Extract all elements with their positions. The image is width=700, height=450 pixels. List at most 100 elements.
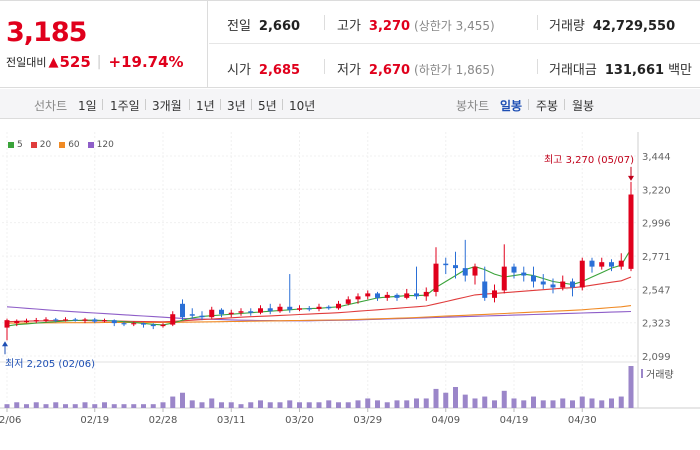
x-tick-label: 02/28 xyxy=(149,415,178,426)
candle-monthly[interactable]: 월봉 xyxy=(572,99,595,113)
stats-row-2: 시가 2,685 저가 2,670 (하한가 1,865) 거래대금 131,661 백만 xyxy=(209,45,700,88)
divider xyxy=(537,59,538,74)
volume-bar xyxy=(63,404,68,408)
stat-high: 고가 3,270 (상한가 3,455) xyxy=(337,19,495,34)
candle-body xyxy=(267,308,273,312)
candle-body xyxy=(24,320,29,323)
volume-bar xyxy=(384,402,390,408)
volume-bar xyxy=(336,402,341,408)
chart-canvas[interactable]: 3,444 3,220 2,996 2,771 2,547 2,323 2,099 02/06… xyxy=(0,132,700,450)
volume-bar xyxy=(375,400,380,408)
candle-body xyxy=(540,281,546,285)
divider xyxy=(145,99,146,110)
volume-bar xyxy=(24,404,29,408)
candle-daily[interactable]: 일봉 xyxy=(500,99,523,113)
candle-body xyxy=(277,306,283,312)
candle-body xyxy=(355,296,361,300)
candle-body xyxy=(336,303,341,309)
candle-body xyxy=(189,314,195,316)
price-chart[interactable]: 3,444 3,220 2,996 2,771 2,547 2,323 2,099 02/06… xyxy=(0,132,700,450)
candle-body xyxy=(258,308,263,313)
change-row: 전일대비 ▲ 525 | +19.74% xyxy=(6,53,184,71)
ma60-line xyxy=(7,305,632,324)
volume-bar xyxy=(579,396,585,408)
ma-legend: 5 20 60 120 xyxy=(8,140,114,150)
period-1w[interactable]: 1주일 xyxy=(110,99,140,113)
divider xyxy=(282,99,283,110)
chart-toolbar: 선차트 1일 1주일 3개월 1년 3년 5년 10년 봉차트 일봉 주봉 월봉 xyxy=(0,89,700,119)
candle-body xyxy=(92,319,98,322)
stats-row-1: 전일 2,660 고가 3,270 (상한가 3,455) 거래량 42,729,550 xyxy=(209,1,700,44)
candle-body xyxy=(33,320,39,322)
volume-bar xyxy=(92,404,98,408)
line-chart-label[interactable]: 선차트 xyxy=(34,99,68,113)
y-tick-label: 3,444 xyxy=(642,152,671,163)
candle-body xyxy=(43,319,49,321)
volume-label: 거래량 xyxy=(646,369,674,381)
change-label: 전일대비 xyxy=(6,56,47,69)
candle-body xyxy=(560,281,566,288)
candle-body xyxy=(618,260,624,267)
divider xyxy=(537,15,538,30)
volume-bar xyxy=(102,402,107,408)
period-1d[interactable]: 1일 xyxy=(78,99,97,113)
high-annotation: 최고 3,270 (05/07) xyxy=(544,154,634,166)
ma20-line xyxy=(6,276,632,323)
legend-swatch xyxy=(59,142,66,148)
change-separator: | xyxy=(96,54,102,70)
candle-body xyxy=(521,272,527,276)
period-5y[interactable]: 5년 xyxy=(258,99,277,113)
volume-bar xyxy=(521,400,527,408)
volume-bar xyxy=(492,400,497,408)
y-tick-label: 2,771 xyxy=(642,252,671,263)
volume-bar xyxy=(131,404,137,408)
period-1y[interactable]: 1년 xyxy=(196,99,215,113)
candle-body xyxy=(423,291,429,297)
legend-swatch xyxy=(8,142,14,148)
volume-bar xyxy=(238,404,244,408)
volume-bar xyxy=(628,366,634,408)
volume-bar xyxy=(82,402,88,408)
candle-body xyxy=(492,290,497,298)
candle-body xyxy=(511,266,517,273)
period-3m[interactable]: 3개월 xyxy=(152,99,182,113)
up-arrow-icon: ▲ xyxy=(48,54,59,70)
period-10y[interactable]: 10년 xyxy=(289,99,316,113)
volume-bar xyxy=(599,400,605,408)
candle-body xyxy=(375,293,380,298)
volume-bar xyxy=(4,404,10,408)
low-arrow-icon xyxy=(2,341,8,347)
candle-body xyxy=(365,293,371,297)
volume-bar xyxy=(482,396,488,408)
candle-body xyxy=(180,303,185,318)
volume-bar xyxy=(209,398,215,408)
divider xyxy=(564,99,565,110)
candle-body xyxy=(306,308,312,310)
volume-bar xyxy=(53,402,59,408)
candle-body xyxy=(443,263,449,266)
volume-bar xyxy=(589,398,595,408)
volume-bar xyxy=(316,402,322,408)
x-tick-label: 02/19 xyxy=(80,415,109,426)
volume-bar xyxy=(394,400,400,408)
volume-bar xyxy=(355,400,361,408)
period-3y[interactable]: 3년 xyxy=(227,99,246,113)
divider xyxy=(189,99,190,110)
y-tick-label: 2,547 xyxy=(642,285,671,296)
y-tick-label: 2,323 xyxy=(642,319,671,330)
candle-body xyxy=(599,262,605,267)
volume-bar xyxy=(453,387,458,408)
volume-bar xyxy=(511,398,517,408)
volume-bar xyxy=(414,398,419,408)
current-price: 3,185 xyxy=(6,17,87,48)
candle-body xyxy=(82,319,88,321)
candle-chart-label[interactable]: 봉차트 xyxy=(456,99,490,113)
stat-volume: 거래량 42,729,550 xyxy=(549,19,676,34)
stat-open: 시가 2,685 xyxy=(227,63,301,78)
x-tick-label: 03/29 xyxy=(353,415,382,426)
y-tick-label: 2,099 xyxy=(642,352,671,363)
legend-ma20: 20 xyxy=(30,140,51,150)
candle-weekly[interactable]: 주봉 xyxy=(536,99,559,113)
candle-body xyxy=(160,324,166,327)
low-annotation: 최저 2,205 (02/06) xyxy=(5,358,95,370)
